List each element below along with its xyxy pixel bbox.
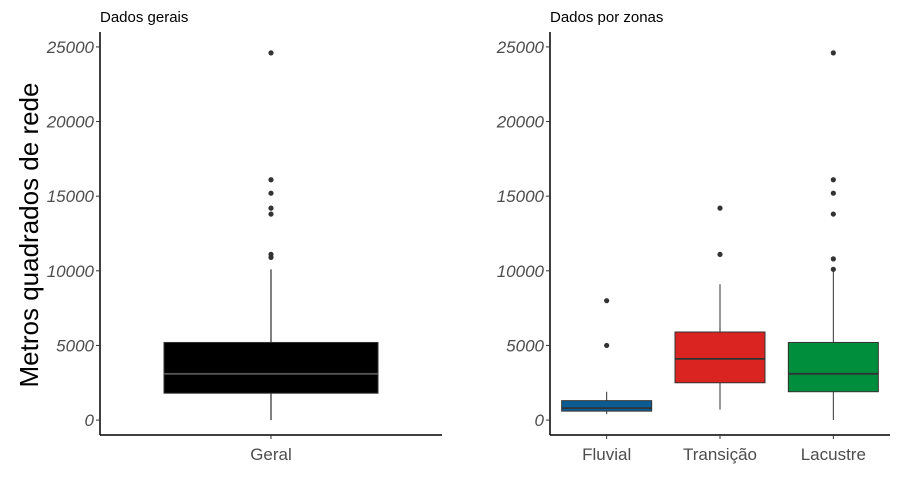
y-axis-label: Metros quadrados de rede xyxy=(14,83,44,388)
y-tick-label: 5000 xyxy=(506,336,544,355)
outlier-point-lacustre xyxy=(830,50,836,56)
y-tick-label: 10000 xyxy=(47,262,95,281)
panel-general: Dados gerais 0 5000 10000 15000 20000 25000 Ge… xyxy=(46,9,442,464)
outlier-point-lacustre xyxy=(830,177,836,183)
panel-general-plot-area: 0 5000 10000 15000 20000 25000 Geral xyxy=(46,32,442,464)
box-body-lacustre xyxy=(787,341,879,393)
y-tick-label: 5000 xyxy=(56,336,94,355)
panel-zones-plot-area: 0 5000 10000 15000 20000 25000 Fluvial Transiçã… xyxy=(496,32,890,464)
x-tick-label-transicao: Transição xyxy=(683,445,757,464)
box-body-fluvial xyxy=(561,400,653,412)
outlier-point-geral xyxy=(268,177,274,183)
x-tick-label-fluvial: Fluvial xyxy=(582,445,631,464)
y-tick-label: 20000 xyxy=(496,113,545,132)
box-body-geral xyxy=(163,341,379,394)
outlier-point-geral xyxy=(268,211,274,217)
y-tick-label: 25000 xyxy=(46,38,95,57)
y-tick-label: 0 xyxy=(85,411,95,430)
y-tick-label: 15000 xyxy=(497,187,545,206)
outlier-point-fluvial xyxy=(604,298,610,304)
y-tick-label: 10000 xyxy=(497,262,545,281)
outlier-point-geral xyxy=(268,205,274,211)
y-tick-label: 20000 xyxy=(46,113,95,132)
x-tick-label-lacustre: Lacustre xyxy=(801,445,866,464)
outlier-point-fluvial xyxy=(604,342,610,349)
box-lacustre xyxy=(787,50,879,421)
box-geral xyxy=(163,50,379,421)
outlier-point-geral xyxy=(268,251,274,257)
outlier-point-transicao xyxy=(717,205,723,211)
outlier-point-lacustre xyxy=(830,211,836,217)
panel-title-general: Dados gerais xyxy=(100,9,188,26)
box-body-transicao xyxy=(674,331,766,384)
outlier-point-lacustre xyxy=(830,256,836,262)
outlier-point-geral xyxy=(268,190,274,196)
x-tick-label-geral: Geral xyxy=(250,445,292,464)
outlier-point-geral xyxy=(268,50,274,56)
box-fluvial xyxy=(561,298,653,415)
y-tick-label: 15000 xyxy=(47,187,95,206)
box-transicao xyxy=(674,205,766,410)
y-tick-label: 0 xyxy=(535,411,545,430)
panel-title-zones: Dados por zonas xyxy=(550,9,663,26)
panel-zones: Dados por zonas 0 5000 10000 15000 20000 2500… xyxy=(496,9,890,464)
outlier-point-lacustre xyxy=(830,266,836,272)
y-tick-label: 25000 xyxy=(496,38,545,57)
outlier-point-transicao xyxy=(717,251,723,257)
outlier-point-lacustre xyxy=(830,190,836,196)
